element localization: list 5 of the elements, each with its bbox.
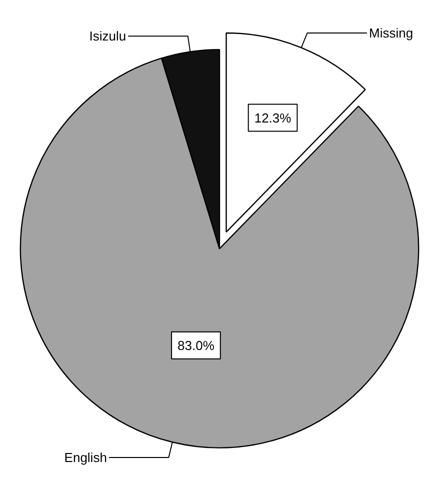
slice-label: Isizulu bbox=[89, 28, 126, 44]
data-label: 12.3% bbox=[254, 110, 292, 126]
slice-label: Missing bbox=[369, 25, 414, 40]
slice-label: English bbox=[64, 450, 107, 466]
data-label: 83.0% bbox=[178, 338, 215, 353]
